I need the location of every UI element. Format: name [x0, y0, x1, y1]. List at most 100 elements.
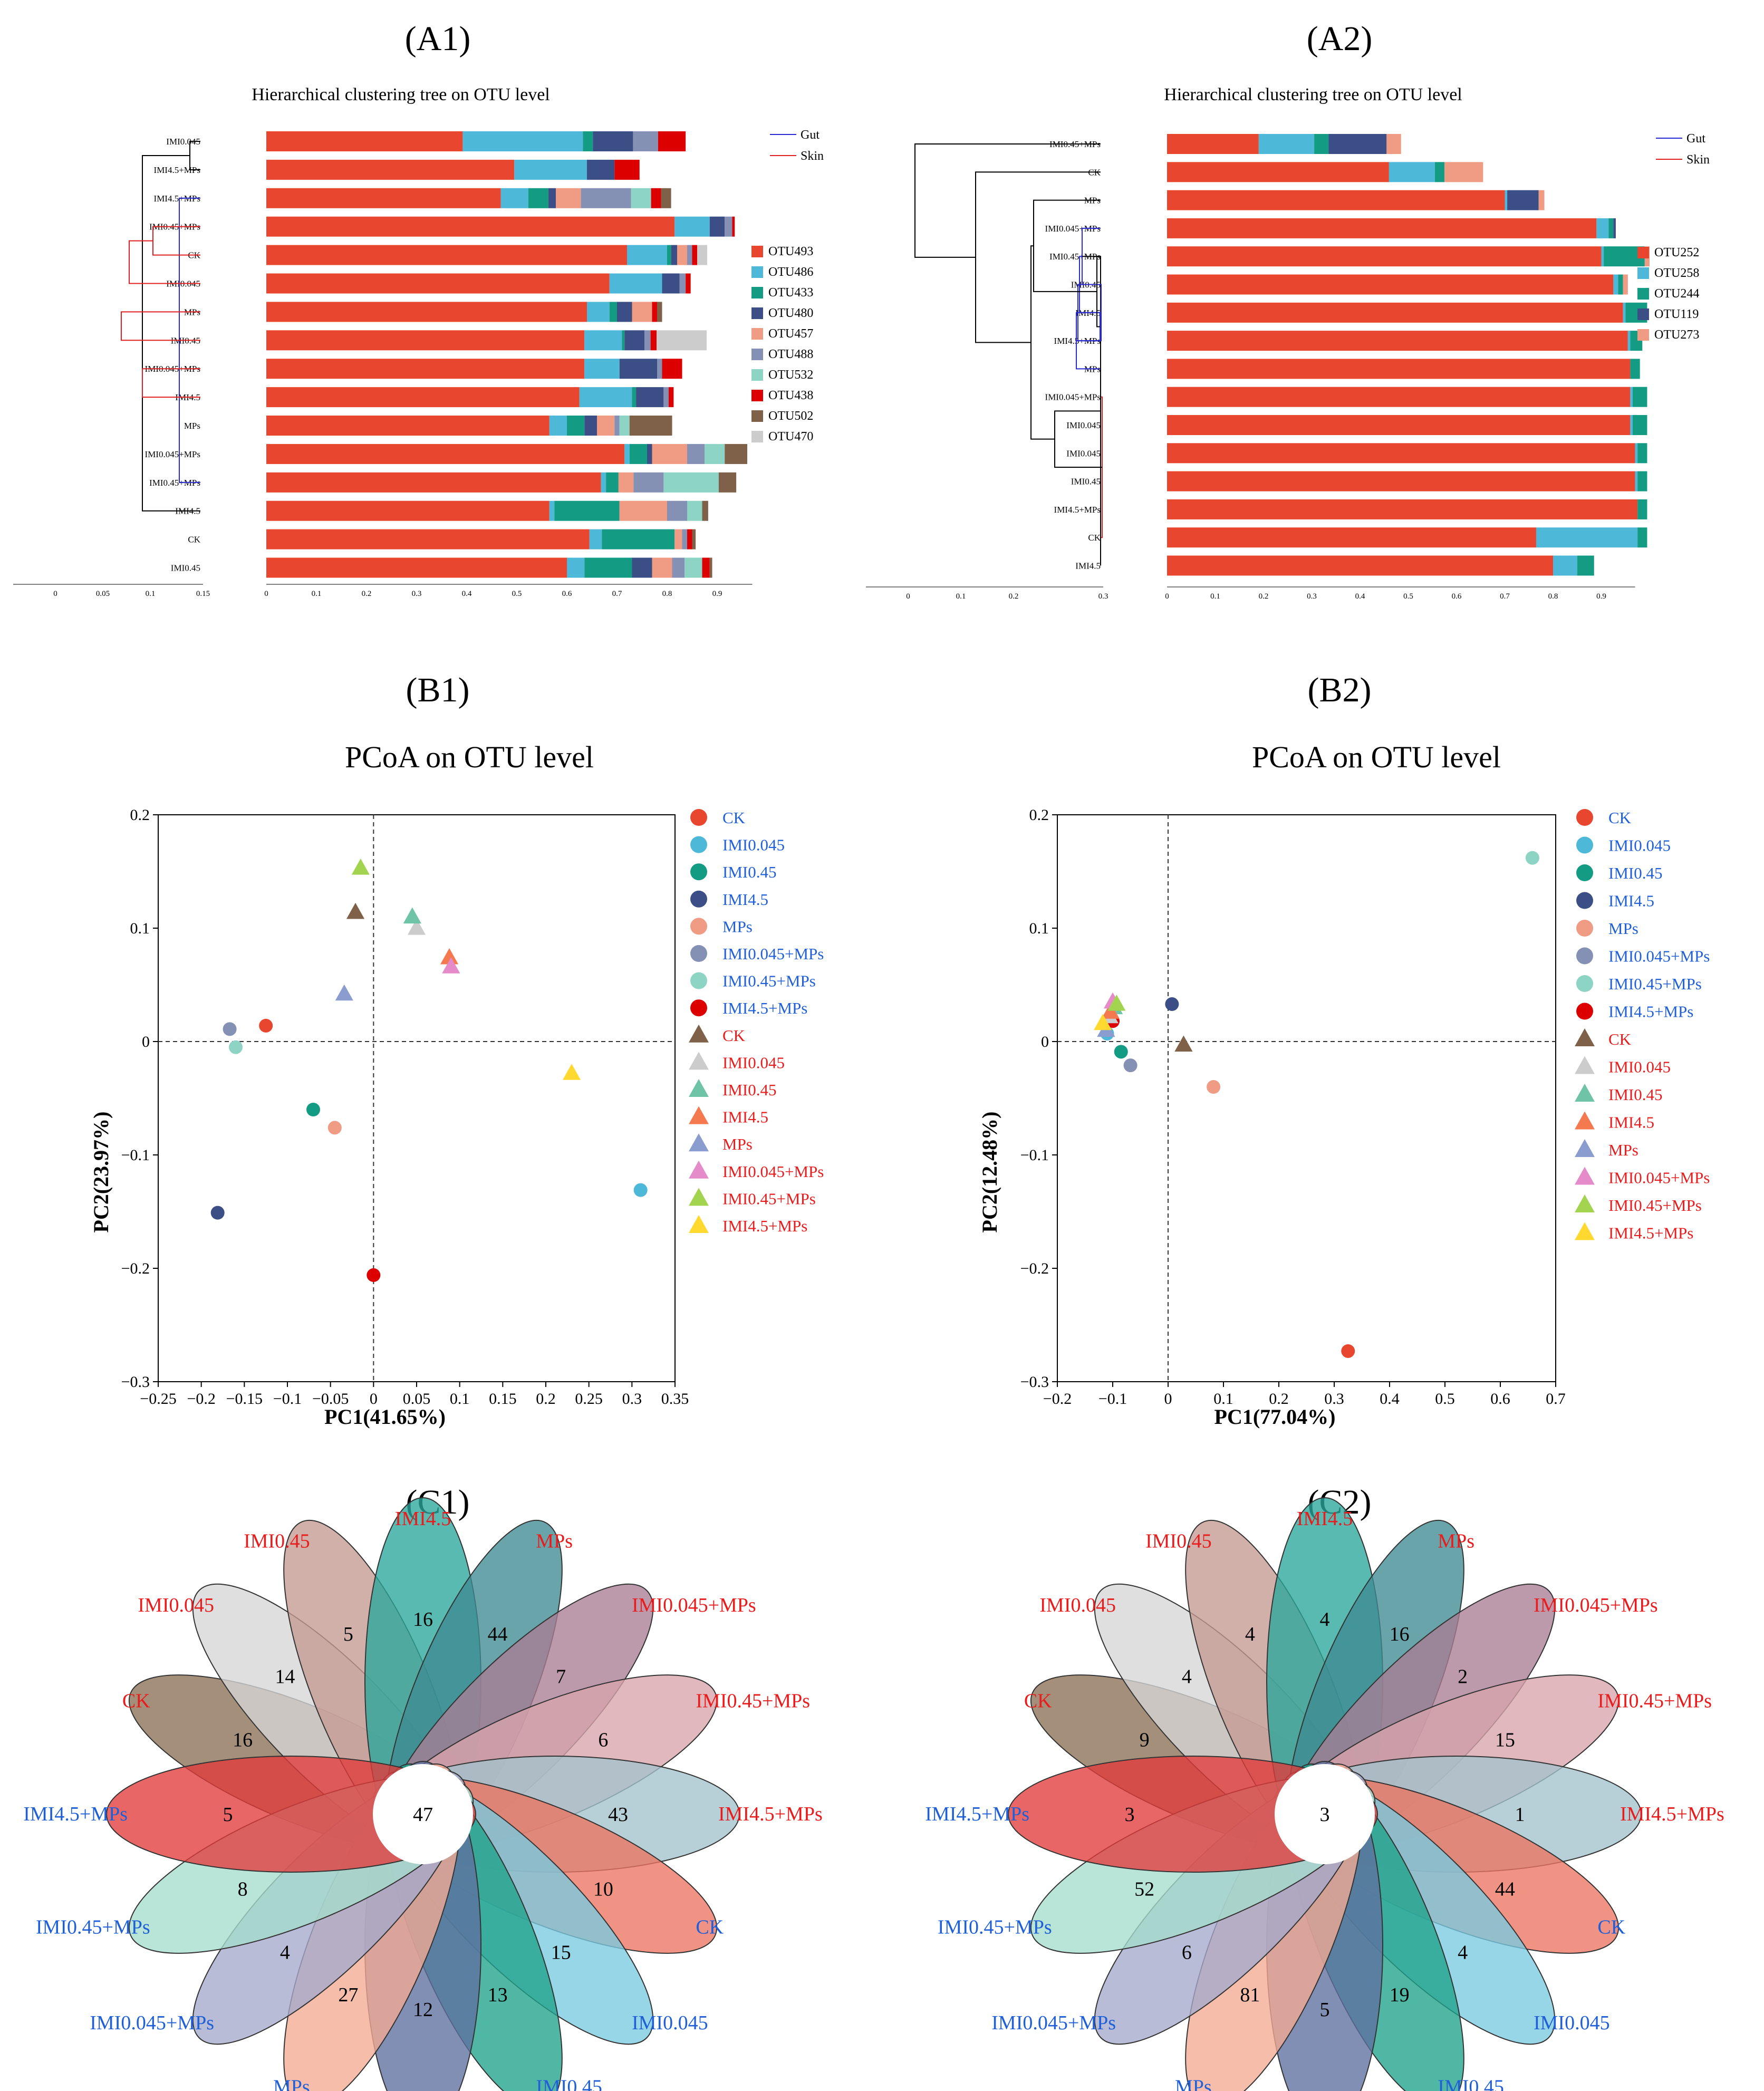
tree-branch	[1054, 410, 1102, 468]
bar-segment	[1167, 499, 1638, 519]
legend-marker-triangle	[689, 1215, 709, 1233]
legend-label: OTU433	[768, 286, 813, 300]
legend-swatch	[1637, 309, 1649, 320]
data-point-triangle	[346, 902, 365, 919]
venn-petal-value: 4	[1245, 1623, 1255, 1645]
bar-segment	[1637, 527, 1647, 548]
bar-row	[266, 359, 682, 379]
chart-a1-clustering: Hierarchical clustering tree on OTU leve…	[13, 85, 824, 598]
bar-segment	[1637, 443, 1647, 464]
bar-segment	[1434, 162, 1445, 182]
bar-segment	[601, 472, 606, 493]
row-label: IMI0.045+MPs	[1045, 224, 1101, 234]
data-point-circle	[1123, 1058, 1138, 1073]
bar-segment	[657, 302, 662, 322]
venn-center-value: 3	[1320, 1804, 1330, 1826]
bar-segment	[549, 500, 555, 521]
bar-axis-tick-label: 0	[264, 590, 268, 598]
venn-petal-label: IMI0.045	[632, 2012, 708, 2034]
data-point-circle	[223, 1022, 237, 1036]
x-tick-label: −0.15	[226, 1390, 263, 1408]
bar-segment	[1635, 443, 1638, 464]
bar-segment	[1167, 274, 1614, 295]
tree-axis-tick-label: 0	[53, 590, 57, 598]
bar-segment	[622, 330, 625, 351]
legend-marker-circle	[1576, 809, 1593, 826]
venn-petal-label: IMI0.045+MPs	[991, 2012, 1116, 2034]
legend-label: IMI0.045+MPs	[722, 945, 824, 963]
venn-petal-label: IMI0.045	[1039, 1594, 1116, 1616]
venn-petal-label: IMI4.5	[1297, 1508, 1353, 1530]
legend-marker-circle	[690, 972, 707, 989]
row-label: IMI0.45+MPs	[149, 478, 200, 488]
bar-segment	[1632, 387, 1647, 407]
legend-marker-triangle	[1575, 1167, 1595, 1185]
bar-segment	[629, 444, 647, 464]
bar-row	[1167, 471, 1647, 492]
bar-axis-tick-label: 0.5	[1403, 592, 1413, 601]
legend-label: OTU119	[1654, 307, 1699, 321]
bar-segment	[709, 557, 712, 578]
bar-row	[1167, 162, 1483, 182]
bar-segment	[266, 330, 585, 351]
y-tick-label: −0.2	[121, 1260, 150, 1277]
legend-label: IMI0.045	[722, 836, 785, 854]
legend-label: MPs	[1608, 919, 1638, 938]
bar-row	[266, 444, 747, 464]
venn-petal-value: 19	[1390, 1984, 1410, 2006]
venn-petal-label: MPs	[536, 1530, 573, 1553]
bar-segment	[1507, 190, 1539, 210]
venn-petal-value: 44	[1495, 1878, 1515, 1901]
bar-axis-tick-label: 0.5	[512, 590, 522, 598]
venn-petal-label: IMI4.5+MPs	[718, 1803, 823, 1825]
legend-marker-triangle	[1575, 1056, 1595, 1074]
venn-petal-label: IMI4.5+MPs	[23, 1803, 128, 1825]
bar-segment	[266, 216, 675, 237]
bar-segment	[1632, 415, 1647, 435]
bar-row	[1167, 555, 1594, 576]
bar-row	[266, 273, 691, 294]
legend-label: CK	[722, 1026, 746, 1045]
y-tick-label: 0	[142, 1033, 150, 1051]
venn-petal-label: CK	[696, 1916, 724, 1938]
bar-segment	[1386, 134, 1401, 154]
y-tick-label: −0.1	[121, 1146, 150, 1164]
legend-swatch	[1637, 288, 1649, 300]
venn-petal-label: IMI4.5+MPs	[925, 1803, 1029, 1825]
y-tick-label: −0.3	[121, 1373, 150, 1391]
x-tick-label: 0.1	[1213, 1390, 1233, 1408]
chart-a2-clustering: Hierarchical clustering tree on OTU leve…	[866, 85, 1710, 601]
venn-petal-value: 2	[1458, 1665, 1468, 1688]
bar-segment	[584, 557, 632, 578]
row-label: IMI0.045	[1066, 420, 1101, 430]
venn-petal-value: 81	[1240, 1984, 1260, 2006]
bar-segment	[1389, 162, 1435, 182]
legend-marker-circle	[1576, 947, 1593, 965]
legend-label: OTU486	[768, 265, 813, 279]
legend-label: IMI4.5	[1608, 1113, 1654, 1132]
bar-row	[266, 529, 696, 550]
venn-petal-value: 52	[1134, 1878, 1154, 1901]
venn-center	[373, 1764, 473, 1864]
legend-label: IMI0.045+MPs	[1608, 947, 1710, 966]
legend-label: OTU244	[1654, 287, 1699, 301]
bar-segment	[556, 188, 581, 208]
bar-row	[266, 387, 674, 408]
bar-segment	[624, 330, 645, 351]
legend-label: IMI4.5+MPs	[722, 999, 807, 1017]
row-label: IMI4.5+MPs	[154, 194, 200, 204]
bar-row	[266, 557, 712, 578]
legend-label: CK	[722, 808, 746, 827]
legend-label: IMI4.5+MPs	[722, 1217, 807, 1235]
bar-segment	[266, 557, 567, 578]
bar-segment	[583, 131, 593, 151]
y-tick-label: −0.2	[1020, 1260, 1049, 1277]
legend-marker-triangle	[1575, 1084, 1595, 1102]
bar-segment	[584, 330, 622, 351]
legend-marker-triangle	[1575, 1139, 1595, 1157]
bar-segment	[614, 416, 620, 436]
bar-segment	[1328, 134, 1387, 154]
bar-segment	[1637, 499, 1647, 519]
bar-segment	[266, 302, 587, 322]
venn-petal-value: 44	[488, 1623, 508, 1645]
